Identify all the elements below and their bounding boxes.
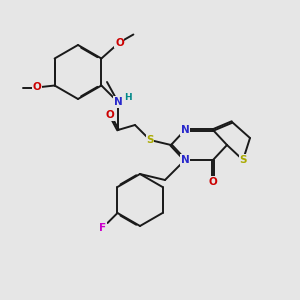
Text: N: N (181, 125, 189, 135)
Text: O: O (32, 82, 41, 92)
Text: O: O (106, 110, 114, 120)
Text: S: S (146, 135, 154, 145)
Text: S: S (239, 155, 247, 165)
Text: N: N (181, 155, 189, 165)
Text: O: O (208, 177, 217, 187)
Text: O: O (115, 38, 124, 47)
Text: F: F (99, 223, 106, 233)
Text: H: H (124, 94, 132, 103)
Text: N: N (114, 97, 122, 107)
